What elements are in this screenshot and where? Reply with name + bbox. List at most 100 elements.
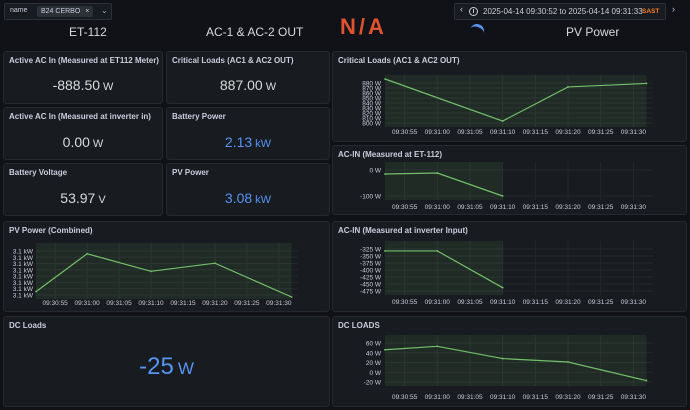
data-point [436, 250, 439, 252]
x-tick-label: 09:30:55 [392, 299, 418, 306]
stat-unit: kW [255, 194, 272, 206]
data-point [150, 270, 152, 273]
stat-value: -25 W [4, 353, 329, 381]
data-point [645, 379, 648, 382]
x-tick-label: 09:31:10 [138, 300, 164, 307]
variable-value-chip[interactable]: B24 CERBO × [37, 6, 94, 17]
y-tick-label: -375 W [360, 261, 382, 268]
x-tick-label: 09:31:15 [523, 129, 549, 136]
stat-value: 0.00 W [4, 134, 162, 152]
panel-title: Battery Power [172, 112, 226, 121]
x-tick-label: 09:31:15 [523, 299, 549, 306]
x-tick-label: 09:30:55 [392, 129, 418, 136]
panel-title: AC-IN (Measured at ET-112) [338, 150, 443, 159]
time-picker[interactable]: 2025-04-14 09:30:52 to 2025-04-14 09:31:… [454, 3, 666, 20]
header-pv-power: PV Power [566, 25, 620, 39]
x-tick-label: 09:30:55 [43, 300, 69, 307]
stat-unit: W [265, 81, 277, 93]
x-tick-label: 09:31:25 [234, 300, 260, 307]
top-toolbar: name B24 CERBO × ⌄ 2025-04-14 09:30:52 t… [0, 0, 690, 22]
stat-unit: W [103, 81, 114, 93]
y-tick-label: 3.1 kW [13, 249, 34, 256]
panel-pv-power-chart: PV Power (Combined) 3.1 kW 3.1 kW 3.1 kW 3.… [3, 221, 330, 312]
stat-unit: W [92, 138, 104, 150]
data-point [384, 173, 386, 175]
data-point [501, 357, 504, 360]
stat-number: 887.00 [219, 77, 263, 93]
data-point [645, 82, 648, 85]
panel-title: Battery Voltage [9, 168, 68, 177]
series-area [385, 241, 503, 295]
stat-number: 0.00 [62, 134, 90, 150]
y-tick-label: -20 W [364, 380, 382, 387]
panel-battery-voltage: Battery Voltage 53.97 V [3, 163, 163, 216]
x-tick-label: 09:31:05 [457, 299, 483, 306]
x-tick-label: 09:31:20 [555, 299, 581, 306]
panel-battery-power: Battery Power 2.13 kW [166, 107, 330, 160]
y-tick-label: 3.1 kW [13, 286, 34, 293]
panel-critical-loads-chart: Critical Loads (AC1 & AC2 OUT) 880 W 870 … [332, 51, 687, 142]
panel-ac-in-inverter-chart: AC-IN (Measured at inverter Input) -325 … [332, 221, 687, 312]
gauge-arc-icon [468, 22, 486, 40]
y-tick-label: 3.1 kW [13, 261, 34, 268]
variable-selector[interactable]: name B24 CERBO × ⌄ [4, 3, 112, 20]
clock-icon [469, 7, 478, 16]
x-tick-label: 09:31:05 [106, 300, 132, 307]
x-tick-label: 09:31:30 [621, 299, 647, 306]
panel-title: Critical Loads (AC1 & AC2 OUT) [338, 56, 460, 65]
data-point [384, 348, 386, 351]
data-point [501, 120, 504, 122]
y-tick-label: 60 W [366, 341, 382, 348]
y-tick-label: 860 W [362, 91, 382, 98]
x-tick-label: 09:31:15 [523, 204, 549, 211]
panel-title: DC Loads [9, 321, 47, 330]
y-tick-label: -425 W [360, 275, 382, 282]
y-tick-label: 850 W [362, 96, 382, 103]
x-tick-label: 09:31:05 [457, 394, 483, 401]
stat-number: -888.50 [52, 77, 101, 93]
stat-unit: W [177, 359, 194, 378]
x-tick-label: 09:31:10 [490, 299, 516, 306]
y-tick-label: 820 W [362, 111, 382, 118]
panel-title: Critical Loads (AC1 & AC2 OUT) [172, 56, 294, 65]
x-tick-label: 09:31:10 [490, 204, 516, 211]
y-tick-label: 3.1 kW [13, 293, 34, 300]
y-tick-label: 810 W [362, 116, 382, 123]
y-tick-label: 3.1 kW [13, 280, 34, 287]
y-tick-label: 3.1 kW [13, 274, 34, 281]
panel-title: DC LOADS [338, 321, 380, 330]
dropdown-chevron-icon[interactable]: ⌄ [101, 6, 108, 15]
x-tick-label: 09:31:20 [555, 204, 581, 211]
stat-value: -888.50 W [4, 77, 162, 95]
x-tick-label: 09:31:10 [490, 394, 516, 401]
remove-value-icon[interactable]: × [85, 8, 90, 15]
series-area [385, 75, 647, 127]
x-tick-label: 09:30:55 [392, 394, 418, 401]
panel-dc-loads: DC Loads -25 W [3, 316, 330, 407]
data-point [290, 296, 293, 298]
x-tick-label: 09:31:30 [266, 300, 292, 307]
y-tick-label: 0 W [369, 168, 381, 175]
y-tick-label: 830 W [362, 106, 382, 113]
data-point [501, 195, 504, 197]
panel-title: AC-IN (Measured at inverter Input) [338, 226, 468, 235]
stat-value: 887.00 W [167, 77, 329, 95]
stat-number: 53.97 [60, 190, 96, 206]
header-na: N/A [340, 14, 387, 39]
x-tick-label: 09:31:20 [202, 300, 228, 307]
panel-active-ac-in-inverter: Active AC In (Measured at inverter in) 0… [3, 107, 163, 160]
x-tick-label: 09:31:15 [523, 394, 549, 401]
time-range-forward-icon[interactable]: › [672, 4, 675, 14]
panel-critical-loads: Critical Loads (AC1 & AC2 OUT) 887.00 W [166, 51, 330, 104]
x-tick-label: 09:31:05 [457, 204, 483, 211]
x-tick-label: 09:31:25 [588, 204, 614, 211]
timezone-badge: SAST [642, 8, 660, 15]
x-tick-label: 09:31:25 [588, 299, 614, 306]
stat-value: 3.08 kW [167, 190, 329, 208]
stat-unit: kW [255, 138, 272, 150]
data-point [384, 250, 386, 252]
x-tick-label: 09:31:20 [555, 129, 581, 136]
stat-value: 2.13 kW [167, 134, 329, 152]
y-tick-label: 800 W [362, 121, 382, 128]
time-range-back-icon[interactable]: ‹ [460, 4, 463, 14]
